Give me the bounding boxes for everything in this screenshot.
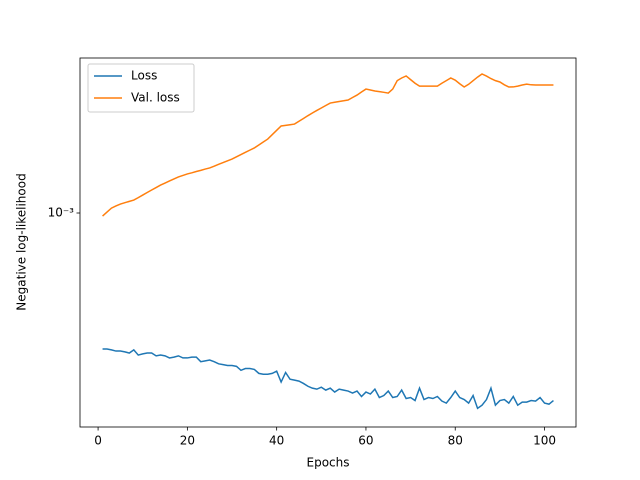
- legend-label: Loss: [131, 69, 157, 83]
- series-line: [102, 348, 554, 410]
- series-line: [102, 73, 554, 217]
- legend-label: Val. loss: [131, 91, 180, 105]
- x-tick-label: 100: [533, 434, 556, 448]
- x-tick-label: 60: [358, 434, 373, 448]
- x-tick-label: 80: [448, 434, 463, 448]
- x-tick-label: 20: [180, 434, 195, 448]
- x-tick-label: 40: [269, 434, 284, 448]
- y-axis-label: Negative log-likelihood: [15, 173, 29, 310]
- x-tick-label: 0: [94, 434, 102, 448]
- axes-frame: [79, 57, 577, 428]
- x-axis-label: Epochs: [307, 456, 350, 470]
- y-tick-label: 10⁻³: [48, 206, 75, 220]
